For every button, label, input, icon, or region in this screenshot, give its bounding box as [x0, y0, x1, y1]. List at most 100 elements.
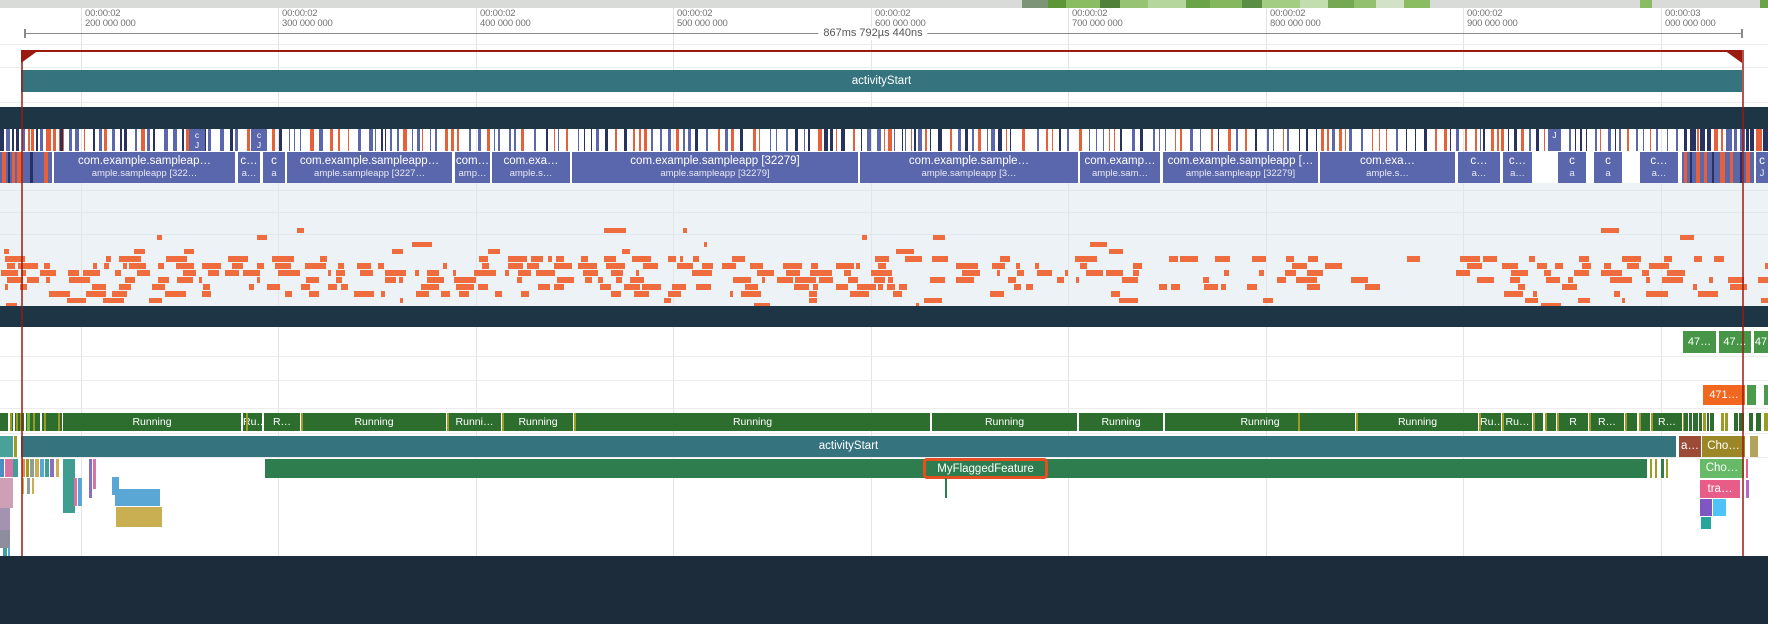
- cpu-tick[interactable]: [1096, 129, 1097, 151]
- cpu-tick[interactable]: [1327, 129, 1329, 151]
- sched-dash[interactable]: [399, 277, 403, 283]
- cpu-tick[interactable]: [1200, 129, 1201, 151]
- cpu-tick[interactable]: [135, 129, 137, 151]
- cpu-tick[interactable]: [330, 129, 333, 151]
- sched-dash[interactable]: [1627, 263, 1639, 269]
- sched-dash[interactable]: [103, 298, 124, 303]
- sched-dash[interactable]: [508, 256, 527, 262]
- sched-dash[interactable]: [702, 263, 713, 269]
- runnable-sliver[interactable]: [1545, 413, 1547, 431]
- sched-dash[interactable]: [521, 291, 529, 297]
- sched-dash[interactable]: [1664, 256, 1672, 262]
- cpu-tick[interactable]: [445, 129, 448, 151]
- sched-dash[interactable]: [809, 298, 817, 303]
- running-slice[interactable]: Running: [503, 413, 573, 431]
- sched-dash[interactable]: [1525, 298, 1538, 303]
- running-slice[interactable]: Running: [575, 413, 930, 431]
- sched-dash[interactable]: [1307, 270, 1323, 276]
- sched-dash[interactable]: [616, 277, 622, 283]
- sched-dash[interactable]: [733, 277, 751, 283]
- sched-dash[interactable]: [783, 263, 802, 269]
- cpu-tick[interactable]: [1544, 129, 1545, 151]
- sched-dash[interactable]: [836, 284, 848, 290]
- cpu-tick[interactable]: [338, 129, 340, 151]
- sched-dash[interactable]: [642, 284, 661, 290]
- cpu-tick[interactable]: [820, 129, 822, 151]
- sched-dash[interactable]: [1221, 284, 1226, 290]
- cpu-tick[interactable]: [310, 129, 314, 151]
- cpu-tick[interactable]: [905, 129, 906, 151]
- sched-dash[interactable]: [1568, 277, 1573, 283]
- running-slice[interactable]: [1626, 413, 1637, 431]
- sched-dash[interactable]: [341, 284, 348, 290]
- sched-dash[interactable]: [1604, 263, 1611, 269]
- sched-dash[interactable]: [1694, 256, 1702, 262]
- sched-dash[interactable]: [1511, 270, 1528, 276]
- cpu-tick[interactable]: [1483, 129, 1485, 151]
- cpu-tick[interactable]: [1059, 129, 1061, 151]
- sched-dash[interactable]: [1016, 263, 1020, 269]
- cpu-tick[interactable]: [289, 129, 290, 151]
- running-slice[interactable]: Ru…: [1503, 413, 1532, 431]
- cpu-tick[interactable]: [1159, 129, 1160, 151]
- sched-dash[interactable]: [104, 263, 109, 269]
- sched-dash[interactable]: [1758, 277, 1768, 283]
- cpu-tick[interactable]: [584, 129, 585, 151]
- cpu-tick[interactable]: [469, 129, 471, 151]
- cpu-tick[interactable]: [1595, 129, 1597, 151]
- sched-dash[interactable]: [794, 284, 809, 290]
- sched-dash[interactable]: [92, 284, 106, 290]
- cpu-tick[interactable]: [1067, 129, 1069, 151]
- sched-dash[interactable]: [7, 277, 23, 283]
- sched-dash[interactable]: [1714, 256, 1724, 262]
- sched-dash[interactable]: [916, 303, 919, 306]
- cpu-tick[interactable]: [1006, 129, 1007, 151]
- sched-dash[interactable]: [40, 270, 56, 276]
- sched-dash[interactable]: [381, 291, 385, 297]
- slice-activity-start[interactable]: activityStart: [21, 70, 1742, 92]
- runnable-sliver[interactable]: [1356, 413, 1358, 431]
- sched-dash[interactable]: [878, 263, 886, 269]
- sched-dash[interactable]: [1075, 256, 1097, 262]
- cpu-tick[interactable]: [0, 129, 4, 151]
- cpu-tick[interactable]: [624, 129, 627, 151]
- sched-dash[interactable]: [285, 291, 292, 297]
- cpu-tick[interactable]: [369, 129, 373, 151]
- sched-dash[interactable]: [385, 277, 396, 283]
- cpu-tick[interactable]: [247, 129, 250, 151]
- slice-activity-start-thread[interactable]: activityStart: [21, 436, 1676, 457]
- sched-dash[interactable]: [795, 277, 816, 283]
- sched-dash[interactable]: [1365, 284, 1380, 290]
- sched-dash[interactable]: [328, 284, 337, 290]
- process-slice[interactable]: com.examp… ample.sam…: [1080, 152, 1160, 183]
- flame-slice[interactable]: [8, 548, 10, 556]
- sched-dash[interactable]: [611, 270, 623, 276]
- cpu-tick[interactable]: [279, 129, 282, 151]
- runnable-sliver[interactable]: [574, 413, 576, 431]
- cpu-tick[interactable]: [1255, 129, 1257, 151]
- sched-dash[interactable]: [412, 242, 432, 247]
- cpu-tick[interactable]: [40, 129, 43, 151]
- sched-dash[interactable]: [732, 256, 745, 262]
- cpu-tick[interactable]: [521, 129, 524, 151]
- sched-dash[interactable]: [508, 263, 523, 269]
- cpu-tick[interactable]: [1037, 129, 1039, 151]
- sched-dash[interactable]: [257, 263, 264, 269]
- sched-dash[interactable]: [1407, 256, 1420, 262]
- flame-slice[interactable]: [78, 478, 82, 506]
- sched-dash[interactable]: [202, 291, 211, 297]
- sched-dash[interactable]: [166, 256, 187, 262]
- process-slice[interactable]: com.example.sampleapp [32279] ample.sampl…: [572, 152, 858, 183]
- flame-slice[interactable]: [5, 459, 13, 477]
- cpu-tick[interactable]: [1287, 129, 1289, 151]
- cpu-tick[interactable]: [770, 129, 771, 151]
- running-slice[interactable]: R…: [1590, 413, 1624, 431]
- process-slice[interactable]: com.exa… ample.s…: [1320, 152, 1455, 183]
- sched-dash[interactable]: [598, 277, 603, 283]
- sched-dash[interactable]: [106, 256, 111, 262]
- cpu-tick[interactable]: [430, 129, 431, 151]
- cpu-tick[interactable]: [888, 129, 892, 151]
- cpu-tick[interactable]: [1236, 129, 1238, 151]
